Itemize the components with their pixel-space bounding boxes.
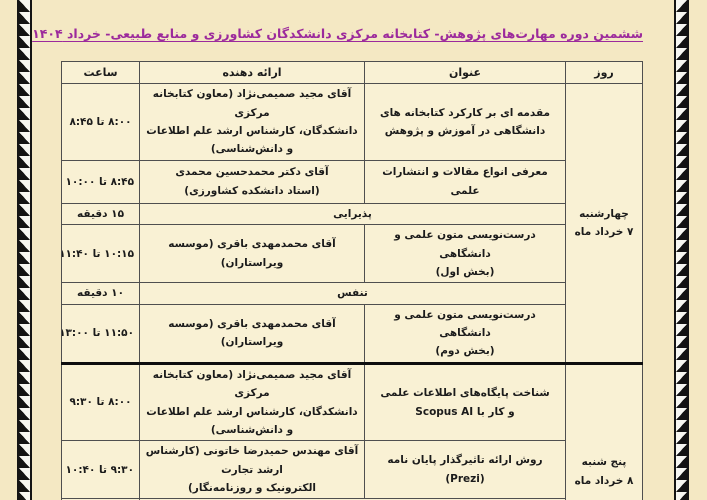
day-date: ۸ خرداد ماه <box>574 474 634 487</box>
table-header-row: روز عنوان ارائه دهنده ساعت <box>61 60 643 85</box>
time-cell: ۸:۰۰ تا ۹:۳۰ <box>61 361 140 442</box>
presenter-cell: آقای مجید صمیمی‌نژاد (معاون کتابخانه مرک… <box>139 83 365 161</box>
break-duration: ۲۰ دقیقه <box>61 498 140 500</box>
time-cell: ۸:۰۰ تا ۸:۴۵ <box>61 83 140 161</box>
presenter-cell: آقای محمدمهدی باقری (موسسه ویراستاران) <box>139 224 365 284</box>
session-row: چهارشنبه ۷ خرداد ماه مقدمه ای بر کارکرد … <box>61 83 643 364</box>
day-cell-wednesday: چهارشنبه ۷ خرداد ماه <box>565 83 643 364</box>
header-day: روز <box>565 60 643 85</box>
day-name: پنج شنبه <box>581 456 627 469</box>
break-label: تنفس <box>139 282 566 305</box>
time-cell: ۸:۴۵ تا ۱۰:۰۰ <box>61 159 140 204</box>
border-ornament-left <box>17 0 32 500</box>
break-duration: ۱۵ دقیقه <box>61 202 140 226</box>
topic-cell: روش ارائه تاثیرگذار پایان نامه (Prezi) <box>364 440 566 500</box>
topic-cell: درست‌نویسی متون علمی و دانشگاهی (بخش دوم… <box>364 303 566 364</box>
header-topic: عنوان <box>364 60 566 85</box>
day-name: چهارشنبه <box>579 207 629 220</box>
break-label: پذیرایی <box>139 202 566 226</box>
session-row: پنج شنبه ۸ خرداد ماه شناخت پایگاه‌های اط… <box>61 361 643 500</box>
time-cell: ۱۱:۵۰ تا ۱۳:۰۰ <box>61 303 140 364</box>
presenter-cell: آقای مجید صمیمی‌نژاد (معاون کتابخانه مرک… <box>139 361 365 442</box>
page-content: ششمین دوره مهارت‌های پژوهش- کتابخانه مرک… <box>32 0 643 500</box>
break-row: پذیرایی ۲۰ دقیقه <box>61 498 643 500</box>
topic-cell: مقدمه ای بر کارکرد کتابخانه های دانشگاهی… <box>364 83 566 161</box>
presenter-cell: آقای محمدمهدی باقری (موسسه ویراستاران) <box>139 303 365 364</box>
topic-cell: معرفی انواع مقالات و انتشارات علمی <box>364 159 566 204</box>
day-date: ۷ خرداد ماه <box>574 226 634 238</box>
presenter-cell: آقای دکتر محمدحسین محمدی (استاد دانشکده … <box>139 159 365 204</box>
day-cell-thursday: پنج شنبه ۸ خرداد ماه <box>565 361 643 500</box>
header-presenter: ارائه دهنده <box>139 60 365 85</box>
session-row: درست‌نویسی متون علمی و دانشگاهی (بخش اول… <box>61 224 643 284</box>
session-row: روش ارائه تاثیرگذار پایان نامه (Prezi) آ… <box>61 440 643 500</box>
time-cell: ۱۰:۱۵ تا ۱۱:۴۰ <box>61 224 140 284</box>
header-time: ساعت <box>61 60 140 85</box>
session-row: معرفی انواع مقالات و انتشارات علمی آقای … <box>61 159 643 204</box>
topic-cell: درست‌نویسی متون علمی و دانشگاهی (بخش اول… <box>364 224 566 284</box>
break-row: پذیرایی ۱۵ دقیقه <box>61 202 643 226</box>
break-duration: ۱۰ دقیقه <box>61 282 140 305</box>
break-label: پذیرایی <box>139 498 566 500</box>
course-title: ششمین دوره مهارت‌های پژوهش- کتابخانه مرک… <box>32 26 643 41</box>
border-ornament-right <box>674 0 689 500</box>
session-row: درست‌نویسی متون علمی و دانشگاهی (بخش دوم… <box>61 303 643 364</box>
topic-cell: شناخت پایگاه‌های اطلاعات علمی و کار با S… <box>364 361 566 442</box>
presenter-cell: آقای مهندس حمیدرضا خاتونی (کارشناس ارشد … <box>139 440 365 500</box>
break-row: تنفس ۱۰ دقیقه <box>61 282 643 305</box>
time-cell: ۹:۳۰ تا ۱۰:۴۰ <box>61 440 140 500</box>
schedule-table: روز عنوان ارائه دهنده ساعت چهارشنبه ۷ خر… <box>61 60 643 500</box>
